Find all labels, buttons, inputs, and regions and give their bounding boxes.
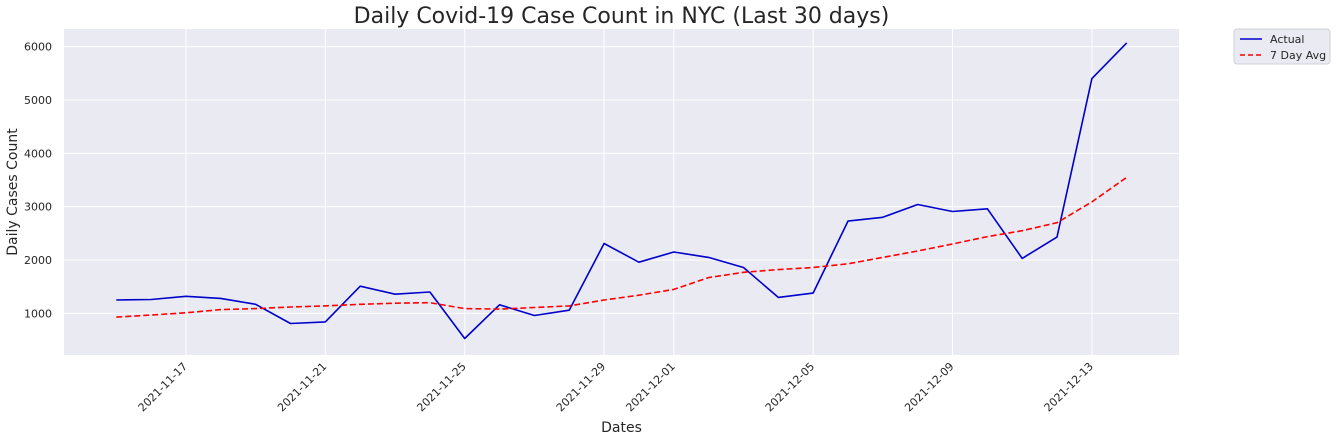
plot-area	[64, 29, 1179, 355]
x-axis-label: Dates	[601, 420, 642, 436]
x-tick-label: 2021-11-29	[554, 360, 608, 414]
x-tick-label: 2021-12-13	[1042, 360, 1096, 414]
x-tick-label: 2021-11-17	[136, 360, 190, 414]
y-tick-label: 4000	[24, 147, 52, 160]
series-line-actual	[116, 42, 1128, 340]
y-tick-labels: 1000 2000 3000 4000 5000 6000	[24, 41, 52, 321]
y-tick-label: 5000	[24, 94, 52, 107]
y-tick-label: 3000	[24, 201, 52, 214]
chart-title: Daily Covid-19 Case Count in NYC (Last 3…	[354, 4, 890, 29]
x-tick-label: 2021-11-25	[414, 360, 468, 414]
y-tick-label: 1000	[24, 307, 52, 320]
y-tick-label: 2000	[24, 254, 52, 267]
x-tick-label: 2021-12-05	[763, 360, 817, 414]
legend-label: 7 Day Avg	[1270, 49, 1326, 62]
y-tick-label: 6000	[24, 41, 52, 54]
x-tick-label: 2021-12-09	[902, 360, 956, 414]
x-tick-label: 2021-11-21	[275, 360, 329, 414]
y-axis-label: Daily Cases Count	[5, 128, 21, 256]
series-line-seven-day-avg	[116, 176, 1128, 318]
grid	[64, 29, 1179, 355]
legend: Actual 7 Day Avg	[1233, 28, 1331, 65]
x-tick-labels: 2021-11-17 2021-11-21 2021-11-25 2021-11-29…	[136, 360, 1096, 414]
series-lines	[116, 42, 1128, 340]
legend-label: Actual	[1270, 33, 1304, 46]
x-tick-label: 2021-12-01	[623, 360, 677, 414]
